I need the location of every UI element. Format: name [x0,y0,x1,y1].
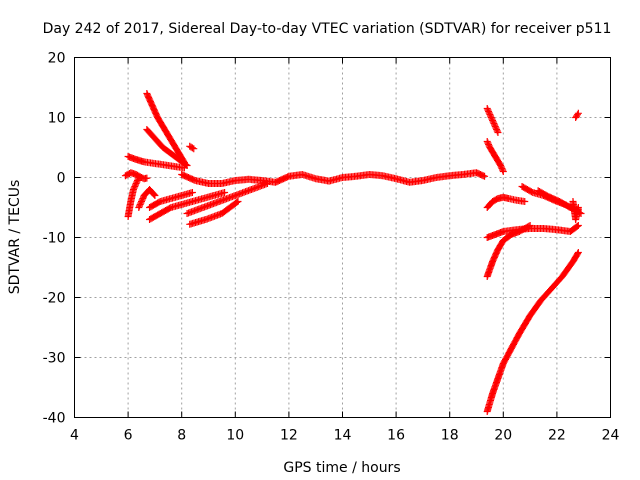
x-tick-label: 10 [226,428,244,444]
series-arc-r [483,249,582,415]
x-tick-label: 20 [494,428,512,444]
series-arc-f [124,174,143,220]
chart-title: Day 242 of 2017, Sidereal Day-to-day VTE… [43,21,612,37]
series-arc-d [124,153,188,172]
data-point-markers [143,90,188,166]
data-point-markers [183,180,271,217]
data-point-markers [135,186,159,211]
series-arc-i [146,189,196,211]
series-arc-g [135,186,159,211]
data-point-markers [483,193,529,211]
data-point-markers [143,126,191,169]
series-arc-m [483,105,502,136]
data-point-markers [483,105,502,136]
data-point-markers [124,153,188,172]
data-series [121,90,585,415]
data-point-markers [146,189,196,211]
grid-lines [74,57,611,418]
x-tick-label: 8 [177,428,186,444]
series-arc-q [483,222,534,280]
series-arc-b [143,126,191,169]
axis-ticks: 4 6 8 10 12 14 16 18 20 22 24 -40 -30 -20 -10 0 10 20 [43,51,620,444]
y-tick-label: 0 [57,171,66,187]
series-arc-a [143,90,188,166]
y-tick-label: -10 [43,231,66,247]
series-arc-k [186,198,242,228]
series-arc-e [121,169,151,183]
series-arc-c [186,142,198,153]
x-axis-label: GPS time / hours [283,460,400,476]
data-point-markers [124,174,143,220]
x-tick-label: 12 [280,428,298,444]
y-tick-label: 20 [48,51,66,67]
data-point-markers [146,189,229,223]
y-tick-label: -20 [43,291,66,307]
series-arc-p [483,222,582,241]
series-arc-h [146,189,229,223]
series-arc-o [483,193,529,211]
y-axis-label: SDTVAR / TECUs [7,180,23,295]
y-tick-label: -40 [43,411,66,427]
data-point-markers [569,198,582,223]
data-point-markers [483,222,534,280]
series-arc-l [178,169,489,187]
series-arc-v [572,109,582,121]
series-arc-j [183,180,271,217]
y-tick-label: -30 [43,351,66,367]
data-point-markers [178,169,489,187]
data-point-markers [483,249,582,415]
x-tick-label: 14 [334,428,352,444]
data-point-markers [483,138,507,175]
x-tick-label: 22 [548,428,566,444]
data-point-markers [572,109,582,121]
data-point-markers [121,169,151,183]
x-tick-label: 24 [602,428,620,444]
series-arc-n [483,138,507,175]
x-tick-label: 4 [70,428,79,444]
series-arc-u [569,198,582,223]
x-tick-label: 6 [124,428,133,444]
x-tick-label: 18 [441,428,459,444]
data-point-markers [186,198,242,228]
data-point-markers [186,142,198,153]
y-tick-label: 10 [48,111,66,127]
x-tick-label: 16 [387,428,405,444]
data-point-markers [483,222,582,241]
